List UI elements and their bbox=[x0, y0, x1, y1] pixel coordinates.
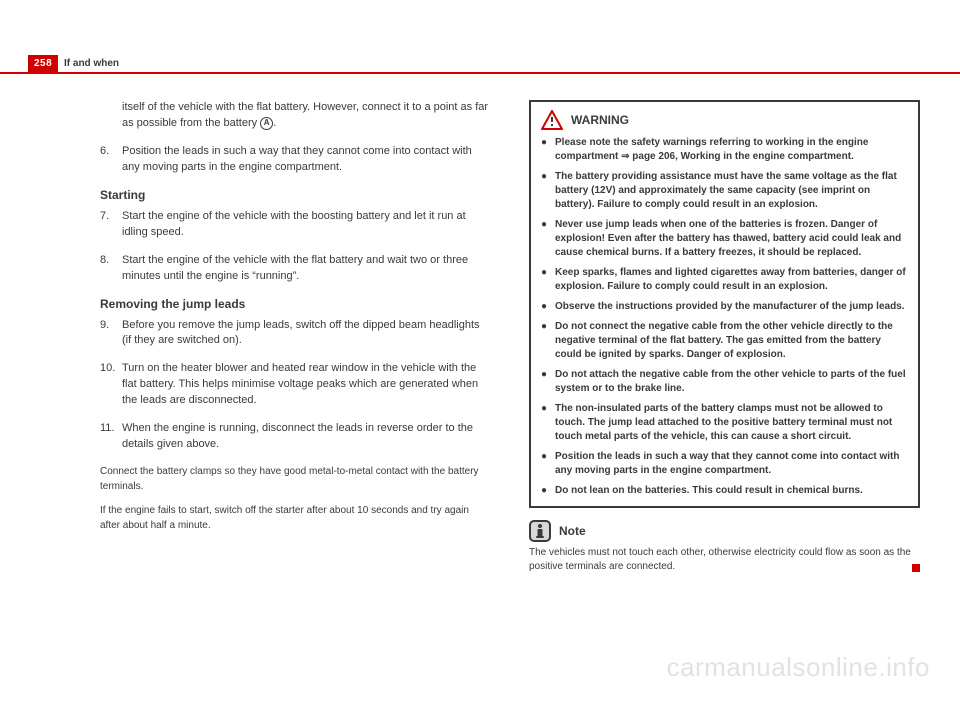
page-number: 258 bbox=[28, 55, 58, 72]
cont-part1: itself of the vehicle with the flat batt… bbox=[122, 101, 488, 129]
warning-item: ● Observe the instructions provided by t… bbox=[541, 300, 908, 314]
bullet: ● bbox=[541, 450, 555, 478]
bullet: ● bbox=[541, 320, 555, 362]
warning-text: The non-insulated parts of the battery c… bbox=[555, 402, 908, 444]
removing-heading: Removing the jump leads bbox=[100, 297, 491, 311]
warning-item: ● Do not connect the negative cable from… bbox=[541, 320, 908, 362]
watermark: carmanualsonline.info bbox=[667, 652, 930, 683]
warning-text: Do not lean on the batteries. This could… bbox=[555, 484, 908, 498]
step-num: 6. bbox=[100, 144, 122, 176]
step-num: 7. bbox=[100, 209, 122, 241]
warning-text: Keep sparks, flames and lighted cigarett… bbox=[555, 266, 908, 294]
warning-item: ● Never use jump leads when one of the b… bbox=[541, 218, 908, 260]
left-column: itself of the vehicle with the flat batt… bbox=[100, 100, 491, 574]
step-text: Start the engine of the vehicle with the… bbox=[122, 253, 491, 285]
bullet: ● bbox=[541, 368, 555, 396]
right-column: WARNING ● Please note the safety warning… bbox=[529, 100, 920, 574]
warning-item: ● The battery providing assistance must … bbox=[541, 170, 908, 212]
content-area: itself of the vehicle with the flat batt… bbox=[100, 100, 920, 574]
step-num: 8. bbox=[100, 253, 122, 285]
end-square-icon bbox=[912, 564, 920, 572]
info-icon bbox=[529, 520, 551, 542]
paragraph-clamps: Connect the battery clamps so they have … bbox=[100, 465, 491, 494]
step-7: 7. Start the engine of the vehicle with … bbox=[100, 209, 491, 241]
step-num: 11. bbox=[100, 421, 122, 453]
bullet: ● bbox=[541, 170, 555, 212]
bullet: ● bbox=[541, 218, 555, 260]
bullet: ● bbox=[541, 266, 555, 294]
starting-heading: Starting bbox=[100, 188, 491, 202]
step-text: Turn on the heater blower and heated rea… bbox=[122, 361, 491, 409]
warning-item: ● The non-insulated parts of the battery… bbox=[541, 402, 908, 444]
step-text: Before you remove the jump leads, switch… bbox=[122, 318, 491, 350]
battery-letter-a: A bbox=[260, 117, 273, 130]
warning-box: WARNING ● Please note the safety warning… bbox=[529, 100, 920, 508]
step-11: 11. When the engine is running, disconne… bbox=[100, 421, 491, 453]
step-9: 9. Before you remove the jump leads, swi… bbox=[100, 318, 491, 350]
chapter-title: If and when bbox=[64, 58, 119, 69]
step-num: 9. bbox=[100, 318, 122, 350]
paragraph-fail: If the engine fails to start, switch off… bbox=[100, 504, 491, 533]
step-num: 10. bbox=[100, 361, 122, 409]
step-text: When the engine is running, disconnect t… bbox=[122, 421, 491, 453]
warning-text: Do not attach the negative cable from th… bbox=[555, 368, 908, 396]
warning-triangle-icon bbox=[541, 110, 563, 130]
header-rule bbox=[0, 72, 960, 74]
warning-header: WARNING bbox=[541, 110, 908, 130]
bullet: ● bbox=[541, 136, 555, 164]
step-text: Position the leads in such a way that th… bbox=[122, 144, 491, 176]
warning-title: WARNING bbox=[571, 113, 629, 127]
cont-part2: . bbox=[273, 117, 276, 129]
step-8: 8. Start the engine of the vehicle with … bbox=[100, 253, 491, 285]
bullet: ● bbox=[541, 484, 555, 498]
warning-item: ● Position the leads in such a way that … bbox=[541, 450, 908, 478]
warning-text: Observe the instructions provided by the… bbox=[555, 300, 908, 314]
warning-text: Do not connect the negative cable from t… bbox=[555, 320, 908, 362]
warning-item: ● Do not attach the negative cable from … bbox=[541, 368, 908, 396]
warning-text: The battery providing assistance must ha… bbox=[555, 170, 908, 212]
warning-item: ● Keep sparks, flames and lighted cigare… bbox=[541, 266, 908, 294]
note-text: The vehicles must not touch each other, … bbox=[529, 546, 920, 574]
continuation-text: itself of the vehicle with the flat batt… bbox=[122, 100, 491, 132]
step-10: 10. Turn on the heater blower and heated… bbox=[100, 361, 491, 409]
step-6: 6. Position the leads in such a way that… bbox=[100, 144, 491, 176]
note-header: Note bbox=[529, 520, 920, 542]
note-title: Note bbox=[559, 524, 586, 538]
note-body: The vehicles must not touch each other, … bbox=[529, 547, 911, 572]
warning-item: ● Do not lean on the batteries. This cou… bbox=[541, 484, 908, 498]
warning-text: Please note the safety warnings referrin… bbox=[555, 136, 908, 164]
step-text: Start the engine of the vehicle with the… bbox=[122, 209, 491, 241]
warning-text: Position the leads in such a way that th… bbox=[555, 450, 908, 478]
bullet: ● bbox=[541, 300, 555, 314]
warning-item: ● Please note the safety warnings referr… bbox=[541, 136, 908, 164]
warning-text: Never use jump leads when one of the bat… bbox=[555, 218, 908, 260]
bullet: ● bbox=[541, 402, 555, 444]
